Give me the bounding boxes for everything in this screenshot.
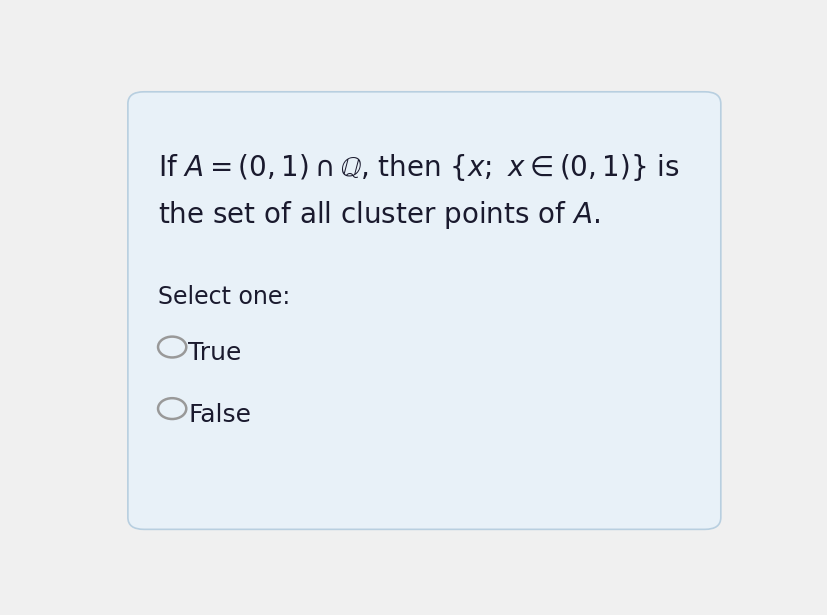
Text: Select one:: Select one: (158, 285, 290, 309)
Text: the set of all cluster points of $A$.: the set of all cluster points of $A$. (158, 199, 600, 231)
Text: False: False (188, 403, 251, 427)
FancyBboxPatch shape (127, 92, 720, 530)
Text: True: True (188, 341, 241, 365)
Text: If $A = (0, 1) \cap \mathbb{Q}$, then $\{x;\ x \in (0, 1)\}$ is: If $A = (0, 1) \cap \mathbb{Q}$, then $\… (158, 152, 679, 183)
